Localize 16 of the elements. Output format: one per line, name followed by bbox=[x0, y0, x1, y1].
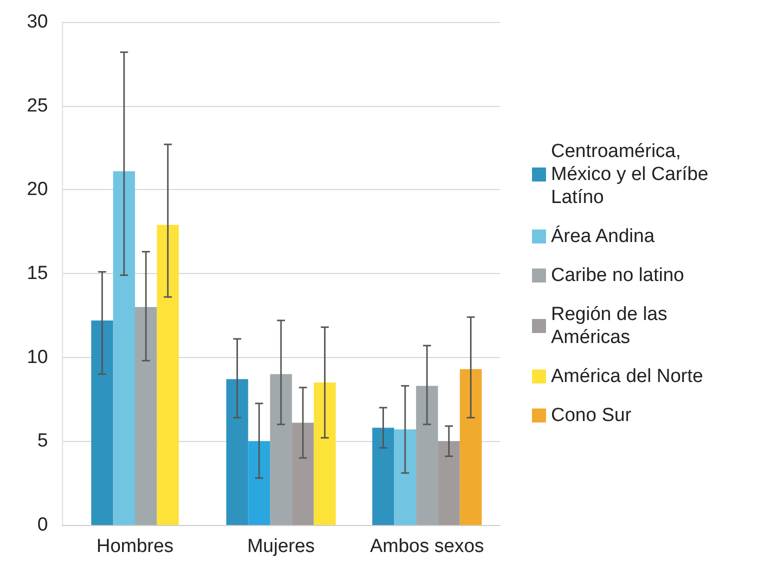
legend-label: Caribe no latino bbox=[551, 265, 684, 286]
x-tick-label: Mujeres bbox=[247, 536, 315, 557]
y-tick-label: 25 bbox=[26, 95, 48, 116]
x-tick-label: Hombres bbox=[96, 536, 174, 557]
legend-label: Región de las Américas bbox=[551, 304, 672, 348]
legend-label: Área Andina bbox=[551, 225, 655, 247]
y-tick-label: 10 bbox=[26, 346, 48, 368]
legend-label: Centroamérica, México y el Caríbe Latíno bbox=[551, 141, 714, 208]
y-tick-label: 0 bbox=[37, 514, 48, 536]
legend-label: América del Norte bbox=[551, 366, 704, 387]
legend-label: Cono Sur bbox=[551, 405, 632, 426]
y-tick-label: 20 bbox=[26, 179, 48, 200]
x-tick-label: Ambos sexos bbox=[370, 536, 484, 557]
y-tick-label: 5 bbox=[37, 430, 48, 452]
y-tick-label: 30 bbox=[26, 12, 48, 32]
y-tick-label: 15 bbox=[26, 263, 48, 284]
